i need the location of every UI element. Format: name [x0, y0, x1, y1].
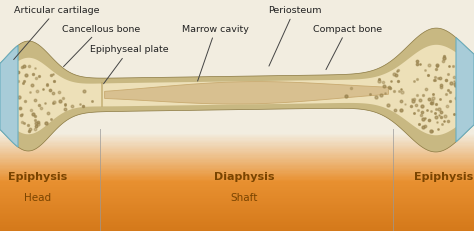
- Polygon shape: [456, 38, 474, 142]
- Text: Shaft: Shaft: [230, 192, 258, 203]
- Text: Marrow cavity: Marrow cavity: [182, 24, 249, 82]
- Text: Compact bone: Compact bone: [313, 24, 382, 70]
- Text: Cancellous bone: Cancellous bone: [62, 24, 140, 67]
- Text: Epiphysis: Epiphysis: [9, 172, 67, 182]
- Text: Periosteum: Periosteum: [268, 6, 321, 67]
- Text: Epiphyseal plate: Epiphyseal plate: [90, 45, 169, 84]
- Text: Head: Head: [24, 192, 52, 203]
- Polygon shape: [0, 46, 474, 136]
- Polygon shape: [0, 46, 18, 147]
- Polygon shape: [105, 82, 388, 105]
- Text: Epiphysis: Epiphysis: [413, 172, 473, 182]
- Text: Diaphysis: Diaphysis: [214, 172, 274, 182]
- Text: Articular cartilage: Articular cartilage: [14, 6, 100, 60]
- Polygon shape: [0, 29, 474, 152]
